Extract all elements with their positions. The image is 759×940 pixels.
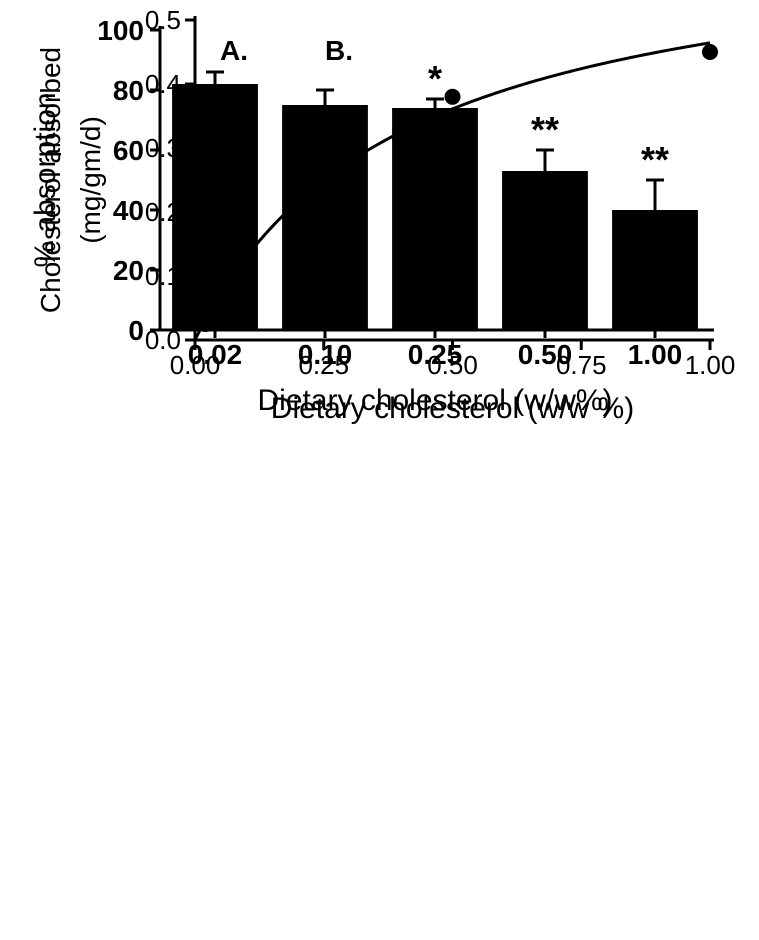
stats-label: Vmax [510, 209, 564, 236]
x-tick-label: 0.50 [427, 350, 478, 380]
x-tick-label: 1.00 [685, 350, 736, 380]
panel-label: B. [325, 35, 353, 66]
x-tick-label: 0.75 [556, 350, 607, 380]
y-tick-label: 0.3 [145, 133, 181, 163]
panel-b-svg: 0.00.10.20.30.40.50.000.250.500.751.00B.… [0, 0, 759, 460]
panel-b-container: 0.00.10.20.30.40.50.000.250.500.751.00B.… [0, 0, 759, 460]
data-point [316, 172, 332, 188]
data-point [213, 300, 229, 316]
data-point [239, 252, 255, 268]
data-point [702, 44, 718, 60]
x-tick-label: 0.25 [298, 350, 349, 380]
stats-value: 0.40 [620, 241, 667, 268]
y-axis-label-2: (mg/gm/d) [75, 116, 106, 244]
y-tick-label: 0.2 [145, 197, 181, 227]
data-point [197, 316, 213, 332]
y-tick-label: 0.1 [145, 261, 181, 291]
x-axis-label: Dietary cholesterol (w/w %) [271, 392, 634, 425]
data-point [445, 89, 461, 105]
x-tick-label: 0.00 [170, 350, 221, 380]
y-tick-label: 0.4 [145, 69, 181, 99]
y-axis-label-1: Cholesterol absorbed [35, 47, 66, 313]
stats-label: R2 [510, 270, 537, 301]
stats-label: Km [510, 241, 542, 268]
stats-value: 0.65 [620, 209, 667, 236]
y-tick-label: 0.5 [145, 5, 181, 35]
stats-value: 0.99 [620, 273, 667, 300]
